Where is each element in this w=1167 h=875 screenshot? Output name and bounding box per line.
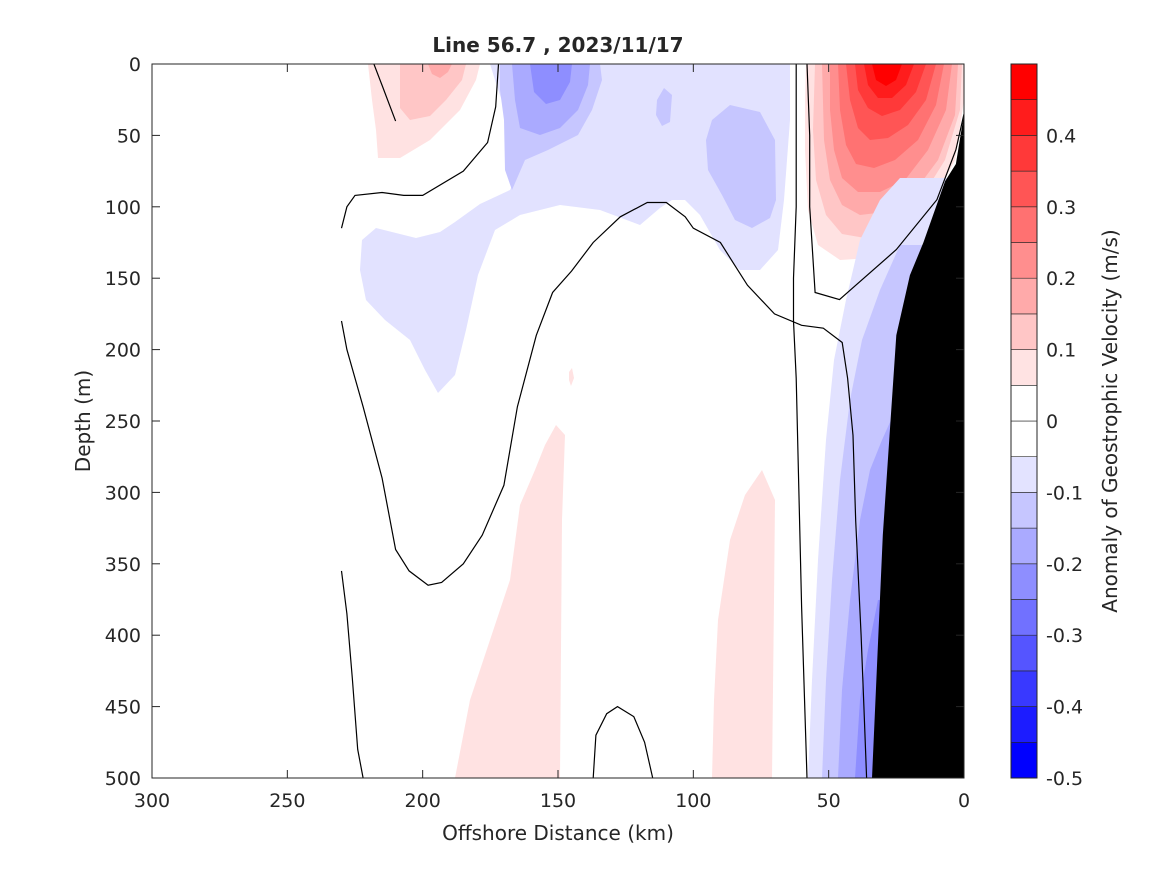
colorbar-band xyxy=(1010,563,1038,600)
x-tick-label: 100 xyxy=(675,790,711,812)
colorbar-band xyxy=(1010,492,1038,529)
bathymetry-mask xyxy=(872,114,964,778)
y-tick-label: 300 xyxy=(105,482,141,504)
x-axis: 300 250 200 150 100 50 0 xyxy=(134,64,970,812)
x-tick-label: 0 xyxy=(958,790,970,812)
warm-anomaly-deep-165km xyxy=(455,425,565,778)
colorbar-band xyxy=(1010,420,1038,458)
colorbar-band xyxy=(1010,135,1038,172)
cold-anomaly-80km xyxy=(706,105,776,228)
colorbar-band xyxy=(1010,277,1038,315)
zero-contour-line xyxy=(340,570,364,778)
colorbar-band xyxy=(1010,313,1038,350)
warm-anomaly-deep-82km xyxy=(712,470,775,778)
zero-contour-line xyxy=(340,201,868,778)
y-tick-label: 350 xyxy=(105,554,141,576)
y-axis-label: Depth (m) xyxy=(71,370,95,472)
x-axis-label: Offshore Distance (km) xyxy=(442,821,674,845)
y-tick-label: 200 xyxy=(105,340,141,362)
y-tick-label: 500 xyxy=(105,768,141,790)
colorbar-band xyxy=(1010,384,1038,422)
colorbar: 0.4 0.3 0.2 0.1 0 -0.1 -0.2 -0.3 -0.4 -0.5 xyxy=(1010,63,1083,790)
warm-anomaly-speck xyxy=(569,368,574,386)
cold-anomaly-small xyxy=(656,88,672,126)
y-tick-label: 0 xyxy=(129,54,141,76)
bathymetry-layer xyxy=(872,114,964,778)
x-tick-label: 200 xyxy=(405,790,441,812)
zero-contour-line xyxy=(792,64,808,778)
colorbar-frame xyxy=(1010,63,1038,779)
x-tick-label: 250 xyxy=(269,790,305,812)
colorbar-band xyxy=(1010,242,1038,279)
warm-anomaly-200km-peak xyxy=(428,64,452,78)
chart-title: Line 56.7 , 2023/11/17 xyxy=(432,33,683,57)
colorbar-tick-label: 0.1 xyxy=(1046,340,1076,362)
colorbar-band xyxy=(1010,206,1038,243)
warm-anomaly-coastal-peak xyxy=(872,64,902,86)
y-tick-label: 250 xyxy=(105,411,141,433)
colorbar-band xyxy=(1010,99,1038,136)
warm-anomaly-200km-core xyxy=(400,64,466,120)
cold-anomaly-broad xyxy=(360,64,790,393)
zero-contour-layer xyxy=(340,64,964,778)
colorbar-tick-label: 0.2 xyxy=(1046,268,1076,290)
colorbar-band xyxy=(1010,741,1038,779)
cold-anomaly-150km-peak xyxy=(530,64,572,104)
colorbar-tick-label: 0 xyxy=(1046,411,1058,433)
colorbar-tick-label: -0.5 xyxy=(1046,768,1083,790)
y-tick-label: 50 xyxy=(117,125,141,147)
y-tick-label: 400 xyxy=(105,625,141,647)
colorbar-label: Anomaly of Geostrophic Velocity (m/s) xyxy=(1098,229,1122,612)
colorbar-tick-label: 0.4 xyxy=(1046,125,1076,147)
colorbar-tick-label: -0.1 xyxy=(1046,482,1083,504)
colorbar-band xyxy=(1010,527,1038,565)
y-axis: 0 50 100 150 200 250 300 350 400 450 500 xyxy=(105,54,964,790)
zero-contour-line xyxy=(806,64,964,301)
y-tick-label: 150 xyxy=(105,268,141,290)
x-tick-label: 300 xyxy=(134,790,170,812)
colorbar-band xyxy=(1010,599,1038,636)
x-tick-label: 150 xyxy=(540,790,576,812)
colorbar-band xyxy=(1010,634,1038,672)
colorbar-tick-label: -0.3 xyxy=(1046,625,1083,647)
colorbar-tick-label: 0.3 xyxy=(1046,197,1076,219)
x-tick-label: 50 xyxy=(817,790,841,812)
zero-contour-line xyxy=(340,64,500,229)
colorbar-band xyxy=(1010,456,1038,493)
colorbar-band xyxy=(1010,349,1038,386)
colorbar-band xyxy=(1010,170,1038,208)
zero-contour-line xyxy=(373,64,397,122)
colorbar-band xyxy=(1010,670,1038,707)
colorbar-tick-label: -0.2 xyxy=(1046,554,1083,576)
zero-contour-line xyxy=(592,705,654,778)
y-tick-label: 100 xyxy=(105,197,141,219)
colorbar-band xyxy=(1010,63,1038,101)
colorbar-band xyxy=(1010,706,1038,743)
colorbar-tick-label: -0.4 xyxy=(1046,697,1083,719)
y-tick-label: 450 xyxy=(105,697,141,719)
